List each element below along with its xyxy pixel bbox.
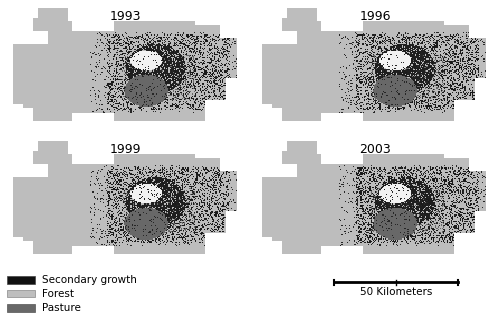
Text: Secondary growth: Secondary growth bbox=[42, 275, 137, 285]
Bar bbox=[8, 305, 34, 312]
Text: 1993: 1993 bbox=[110, 10, 141, 23]
Text: 2003: 2003 bbox=[359, 143, 391, 156]
Text: Pasture: Pasture bbox=[42, 303, 81, 313]
Bar bbox=[8, 276, 34, 284]
Bar bbox=[8, 290, 34, 297]
Text: 50 Kilometers: 50 Kilometers bbox=[360, 287, 432, 297]
Text: 1996: 1996 bbox=[359, 10, 390, 23]
Text: 1999: 1999 bbox=[110, 143, 141, 156]
Text: Forest: Forest bbox=[42, 289, 74, 299]
